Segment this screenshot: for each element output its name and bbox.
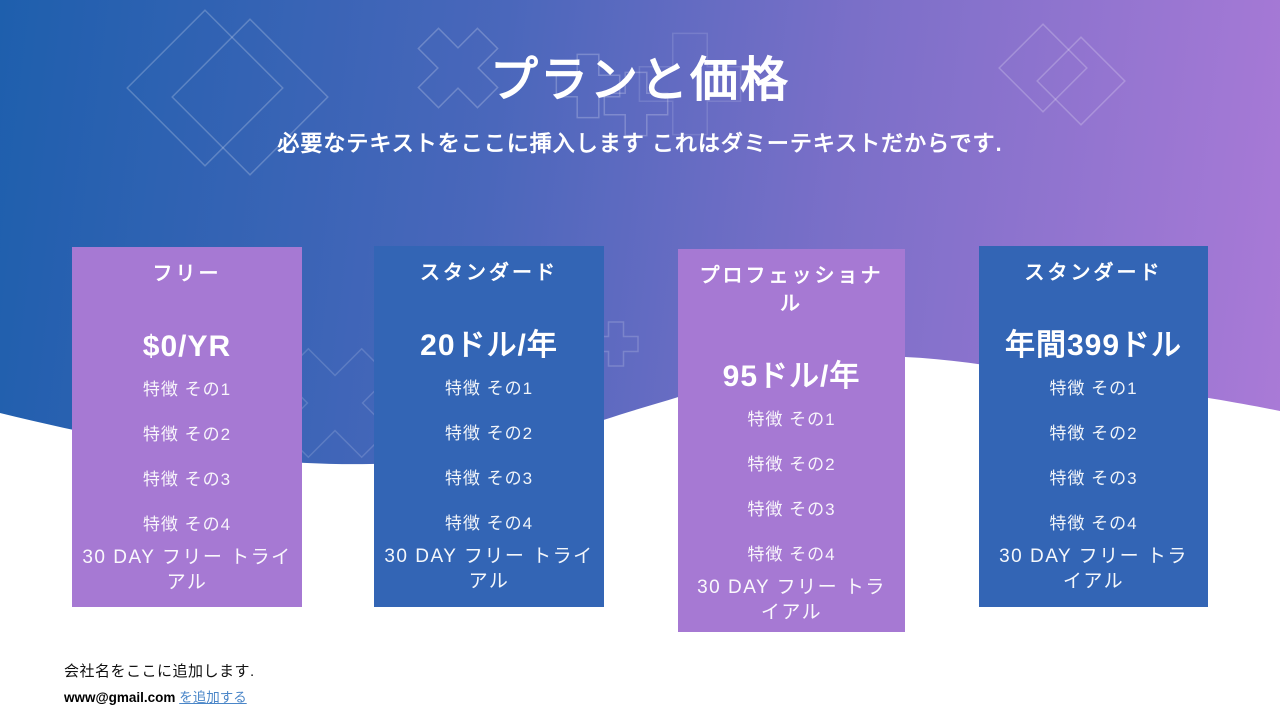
card-feature: 特徴 その3 <box>444 469 534 488</box>
card-price: 年間399ドル <box>1004 329 1183 362</box>
pricing-card-standard: スタンダード 20ドル/年 特徴 その1 特徴 その2 特徴 その3 特徴 その… <box>374 246 604 607</box>
card-price: 95ドル/年 <box>722 360 861 393</box>
email-text: www@gmail.com <box>64 690 176 705</box>
background-decorations <box>0 0 1280 480</box>
card-trial-note: 30 DAY フリー トライアル <box>697 577 886 623</box>
card-price: 20ドル/年 <box>420 329 558 362</box>
card-feature: 特徴 その4 <box>142 515 232 534</box>
card-trial-note: 30 DAY フリー トライアル <box>82 547 292 593</box>
card-trial-note: 30 DAY フリー トライアル <box>384 546 594 592</box>
card-feature: 特徴 その1 <box>444 379 534 398</box>
card-title: スタンダード <box>1024 262 1163 284</box>
company-name: 会社名をここに追加します. <box>64 663 255 680</box>
card-feature: 特徴 その3 <box>142 470 232 489</box>
card-feature: 特徴 その1 <box>142 380 232 399</box>
pricing-card-professional: プロフェッショナル 95ドル/年 特徴 その1 特徴 その2 特徴 その3 特徴… <box>678 249 905 632</box>
pricing-card-standard-annual: スタンダード 年間399ドル 特徴 その1 特徴 その2 特徴 その3 特徴 そ… <box>979 246 1208 607</box>
card-feature: 特徴 その3 <box>747 500 836 519</box>
diamond-outline-icon <box>999 24 1087 112</box>
card-feature: 特徴 その3 <box>1049 469 1138 488</box>
add-email-link[interactable]: を追加する <box>179 690 247 705</box>
diamond-outline-icon <box>127 10 283 166</box>
card-title: フリー <box>152 263 222 285</box>
header: プランと価格 必要なテキストをここに挿入します これはダミーテキストだからです. <box>0 52 1280 158</box>
card-feature: 特徴 その2 <box>444 424 534 443</box>
card-title: プロフェッショナル <box>699 265 884 315</box>
card-feature: 特徴 その2 <box>142 425 232 444</box>
plus-outline-icon <box>604 72 667 135</box>
card-feature: 特徴 その4 <box>1049 514 1138 533</box>
card-feature: 特徴 その4 <box>444 514 534 533</box>
card-feature: 特徴 その1 <box>747 410 836 429</box>
wave-shape <box>0 356 1280 480</box>
card-title: スタンダード <box>420 262 558 284</box>
card-feature: 特徴 その1 <box>1049 379 1138 398</box>
card-feature: 特徴 その2 <box>747 455 836 474</box>
x-outline-icon <box>399 9 517 127</box>
diamond-outline-icon <box>172 19 328 175</box>
footer: 会社名をここに追加します. www@gmail.com を追加する <box>64 660 255 706</box>
card-trial-note: 30 DAY フリー トライアル <box>999 546 1188 592</box>
x-outline-icon <box>254 322 416 480</box>
card-feature: 特徴 その2 <box>1049 424 1138 443</box>
email-line: www@gmail.com を追加する <box>64 686 255 706</box>
page-subtitle: 必要なテキストをここに挿入します これはダミーテキストだからです. <box>277 130 1003 156</box>
card-price: $0/YR <box>142 330 232 363</box>
diamond-outline-icon <box>1037 37 1125 125</box>
plus-outline-icon <box>639 33 740 134</box>
pricing-card-free: フリー $0/YR 特徴 その1 特徴 その2 特徴 その3 特徴 その4 30… <box>72 247 302 607</box>
card-feature: 特徴 その4 <box>747 545 836 564</box>
page-title: プランと価格 <box>489 54 790 107</box>
plus-outline-icon <box>556 54 619 117</box>
